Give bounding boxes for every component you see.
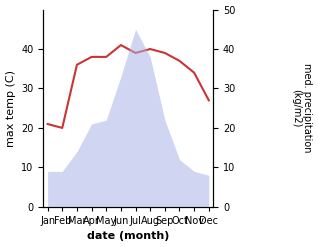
X-axis label: date (month): date (month) (87, 231, 169, 242)
Y-axis label: med. precipitation
(kg/m2): med. precipitation (kg/m2) (291, 63, 313, 153)
Y-axis label: max temp (C): max temp (C) (5, 70, 16, 147)
